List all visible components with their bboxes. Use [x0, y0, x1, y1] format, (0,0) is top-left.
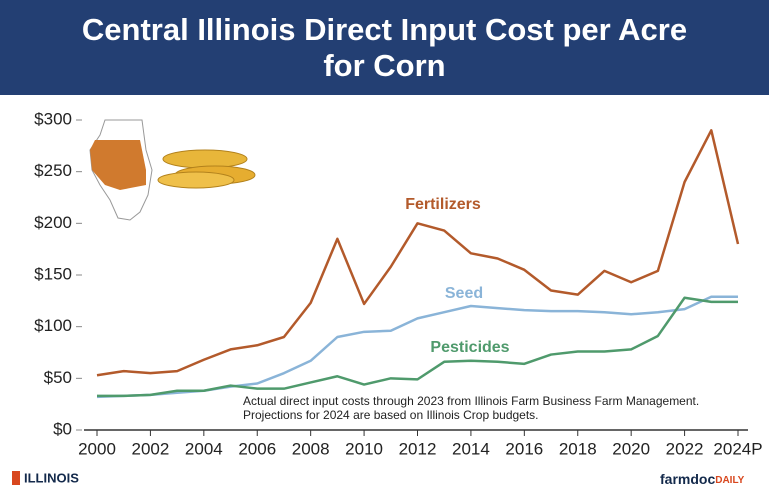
x-tick-label: 2022: [666, 439, 704, 458]
note: Actual direct input costs through 2023 f…: [243, 394, 699, 408]
brand-sub: DAILY: [715, 475, 744, 486]
x-tick-label: 2016: [505, 439, 543, 458]
y-tick-label: $300: [34, 109, 72, 128]
footer-logo: ILLINOIS: [24, 470, 79, 485]
x-tick-label: 2024P: [713, 439, 762, 458]
y-tick-label: $100: [34, 316, 72, 335]
x-tick-label: 2008: [292, 439, 330, 458]
series-label: Seed: [445, 285, 483, 302]
x-tick-label: 2006: [238, 439, 276, 458]
series-label: Fertilizers: [405, 196, 481, 213]
y-tick-label: $200: [34, 213, 72, 232]
x-tick-label: 2000: [78, 439, 116, 458]
series-line: [96, 129, 740, 377]
logo-mark: [12, 471, 20, 485]
y-tick-label: $250: [34, 161, 72, 180]
series-label: Pesticides: [430, 339, 509, 356]
corn-icon: [157, 149, 256, 189]
x-tick-label: 2002: [132, 439, 170, 458]
x-tick-label: 2012: [399, 439, 437, 458]
series-line: [96, 295, 738, 399]
x-tick-label: 2004: [185, 439, 223, 458]
note: Projections for 2024 are based on Illino…: [243, 408, 539, 422]
series-line: [97, 296, 738, 398]
brand-main: farmdoc: [660, 471, 715, 487]
header: Central Illinois Direct Input Cost per A…: [0, 0, 769, 95]
y-tick-label: $150: [34, 264, 72, 283]
x-tick-label: 2020: [612, 439, 650, 458]
x-tick-label: 2014: [452, 439, 490, 458]
x-tick-label: 2010: [345, 439, 383, 458]
y-tick-label: $0: [53, 419, 72, 438]
map-icon: [89, 119, 153, 221]
x-tick-label: 2018: [559, 439, 597, 458]
footer-brand: farmdocDAILY: [660, 471, 745, 487]
y-tick-label: $50: [44, 368, 72, 387]
chart-title: Central Illinois Direct Input Cost per A…: [81, 11, 688, 83]
